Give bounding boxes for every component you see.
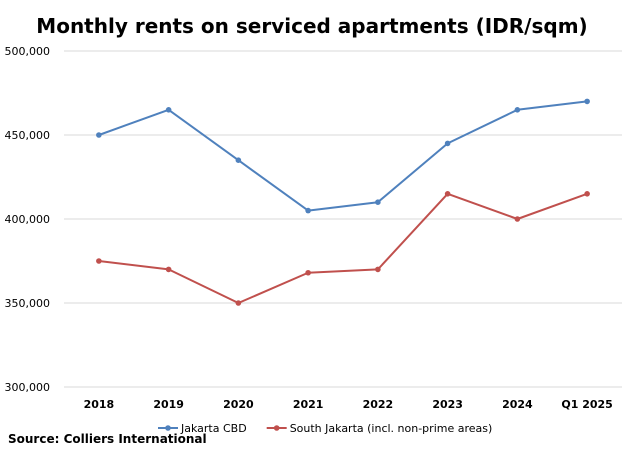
x-tick-label: 2019 (153, 398, 184, 411)
data-point (584, 98, 590, 105)
data-point (96, 132, 102, 138)
x-tick-label: 2022 (363, 398, 394, 411)
data-point (165, 266, 172, 273)
x-tick-label: Q1 2025 (561, 398, 612, 411)
series-line-2 (98, 192, 588, 304)
data-point (514, 216, 521, 222)
data-point (235, 157, 242, 163)
data-point (165, 107, 172, 113)
data-point (444, 140, 451, 147)
x-tick-label: 2021 (293, 398, 324, 411)
data-point (375, 266, 381, 273)
data-point (584, 191, 590, 197)
x-tick-label: 2018 (84, 398, 115, 411)
legend-label-2: South Jakarta (incl. non-prime areas) (290, 422, 493, 435)
x-tick-label: 2020 (223, 398, 254, 411)
legend-marker-2 (273, 425, 280, 431)
y-tick-label: 300,000 (5, 381, 51, 394)
legend-label-1: Jakarta CBD (180, 422, 247, 435)
data-point (514, 107, 521, 113)
x-tick-label: 2023 (432, 398, 463, 411)
series-line-1 (98, 100, 588, 212)
y-tick-label: 450,000 (5, 129, 51, 142)
data-point (375, 199, 381, 205)
source-note: Source: Colliers International (8, 432, 207, 446)
data-point (235, 300, 242, 306)
y-tick-label: 400,000 (5, 213, 51, 226)
y-tick-label: 350,000 (5, 297, 51, 310)
x-tick-label: 2024 (502, 398, 533, 411)
legend-marker-1 (165, 425, 171, 431)
data-point (96, 258, 102, 264)
data-point (305, 269, 311, 276)
chart-title: Monthly rents on serviced apartments (ID… (36, 14, 588, 38)
data-point (444, 191, 451, 197)
data-point (305, 207, 311, 214)
y-tick-label: 500,000 (5, 45, 51, 58)
